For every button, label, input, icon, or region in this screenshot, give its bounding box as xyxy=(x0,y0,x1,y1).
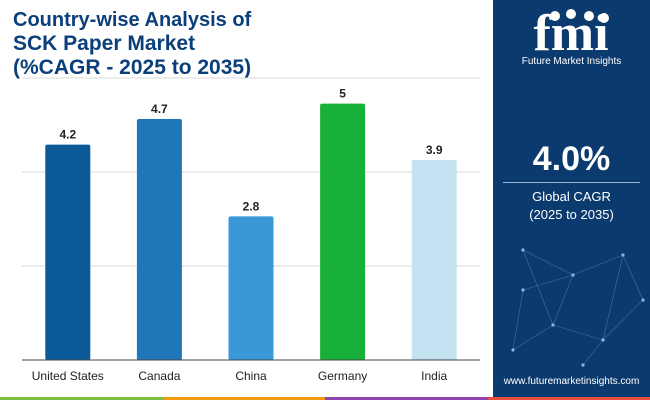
accent-segment-2 xyxy=(162,397,325,400)
global-cagr-value: 4.0% xyxy=(532,140,611,178)
global-cagr-label-line-2: (2025 to 2035) xyxy=(529,207,614,222)
x-tick-label-china: China xyxy=(235,369,267,383)
accent-segment-3 xyxy=(325,397,488,400)
bar-canada xyxy=(136,119,182,360)
global-cagr-label-line-1: Global CAGR xyxy=(532,189,611,204)
accent-segment-4 xyxy=(487,397,650,400)
global-cagr-label: Global CAGR (2025 to 2035) xyxy=(493,188,650,224)
summary-panel: fmi Future Market Insights 4.0% Global C… xyxy=(493,0,650,400)
chart-title: Country-wise Analysis of SCK Paper Marke… xyxy=(13,8,251,80)
bar-china xyxy=(228,216,274,360)
brand-name: Future Market Insights xyxy=(521,56,622,67)
data-label-india: 3.9 xyxy=(426,143,443,157)
chart-title-line-3: (%CAGR - 2025 to 2035) xyxy=(13,56,252,79)
chart-title-line-2: SCK Paper Market xyxy=(13,32,196,55)
bar-germany xyxy=(320,103,366,361)
website-url: www.futuremarketinsights.com xyxy=(503,376,640,387)
data-label-canada: 4.7 xyxy=(151,102,168,116)
data-label-united-states: 4.2 xyxy=(59,128,76,142)
x-tick-label-canada: Canada xyxy=(138,369,180,383)
x-tick-label-india: India xyxy=(421,369,447,383)
bottom-accent-strip xyxy=(0,397,650,400)
bar-chart: 4.2 United States 4.7 Canada 2.8 China 5 German… xyxy=(22,77,480,383)
divider xyxy=(503,182,640,183)
network-decoration xyxy=(511,248,645,367)
fmi-logo: fmi xyxy=(533,5,609,62)
data-label-germany: 5 xyxy=(339,87,346,101)
x-tick-label-germany: Germany xyxy=(318,369,367,383)
data-label-china: 2.8 xyxy=(243,199,260,213)
bar-india xyxy=(411,160,457,360)
x-tick-label-united-states: United States xyxy=(32,369,104,383)
accent-segment-1 xyxy=(0,397,163,400)
chart-title-line-1: Country-wise Analysis of xyxy=(13,9,252,31)
bar-united-states xyxy=(45,144,91,360)
